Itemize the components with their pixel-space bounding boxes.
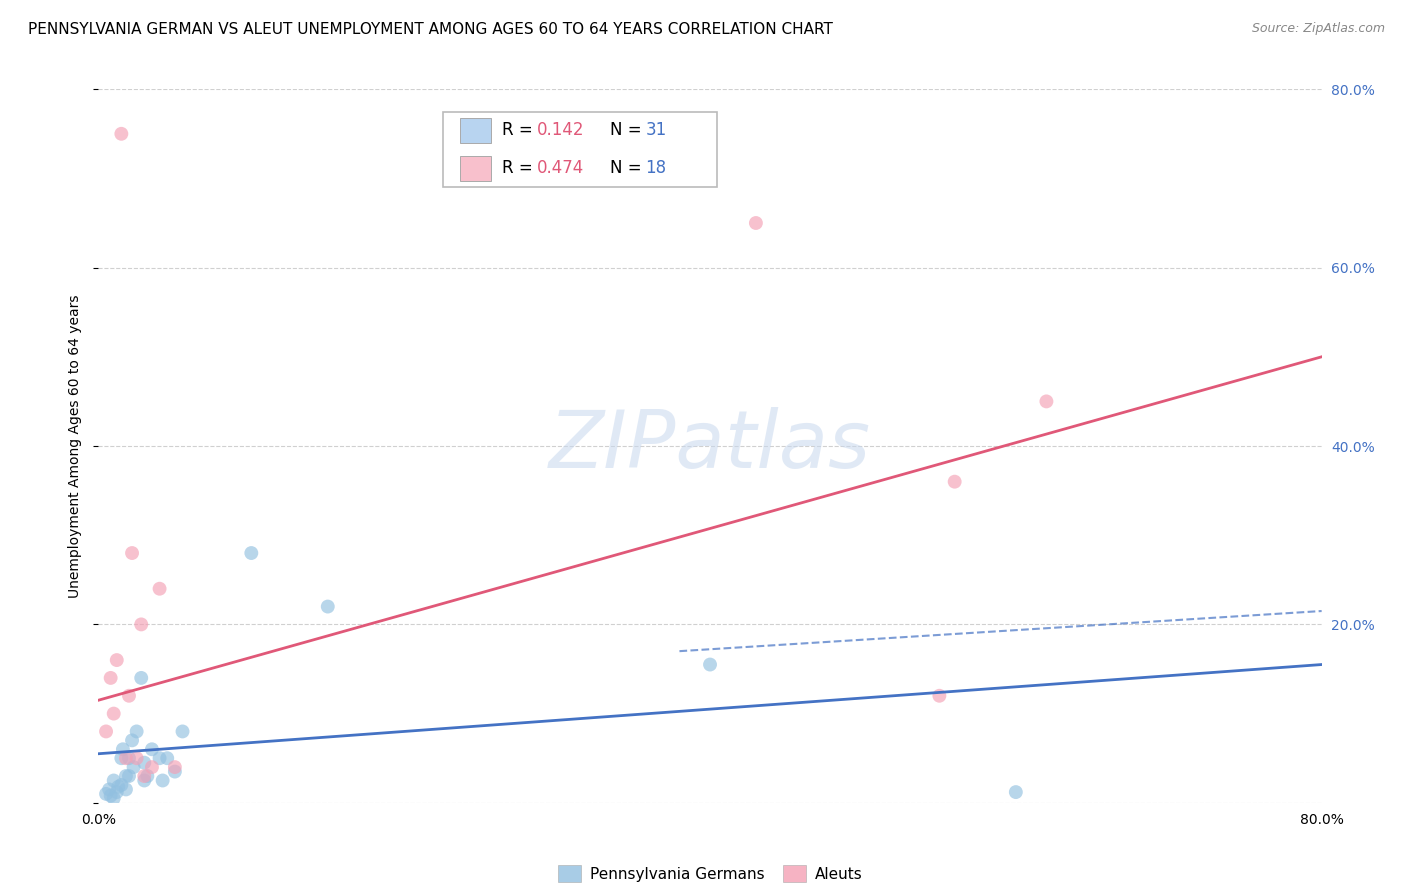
Point — [1004, 785, 1026, 799]
Point — [98, 782, 121, 797]
Point — [103, 706, 125, 721]
Point — [100, 789, 122, 803]
Point — [240, 546, 263, 560]
Point — [141, 760, 163, 774]
Text: R =: R = — [502, 160, 538, 178]
Point — [107, 780, 129, 794]
Point — [103, 791, 125, 805]
Point — [163, 764, 186, 779]
Point — [928, 689, 950, 703]
Point — [134, 773, 156, 788]
Point — [110, 127, 132, 141]
Point — [134, 756, 156, 770]
Text: 31: 31 — [645, 121, 666, 139]
Point — [316, 599, 339, 614]
Point — [125, 724, 148, 739]
Text: PENNSYLVANIA GERMAN VS ALEUT UNEMPLOYMENT AMONG AGES 60 TO 64 YEARS CORRELATION : PENNSYLVANIA GERMAN VS ALEUT UNEMPLOYMEN… — [28, 22, 832, 37]
Point — [136, 769, 159, 783]
Point — [115, 769, 138, 783]
Text: ZIPatlas: ZIPatlas — [548, 407, 872, 485]
Point — [103, 773, 125, 788]
Point — [115, 782, 138, 797]
Point — [149, 582, 172, 596]
Point — [125, 751, 148, 765]
Text: 18: 18 — [645, 160, 666, 178]
Text: 0.142: 0.142 — [537, 121, 585, 139]
Point — [110, 778, 132, 792]
Point — [141, 742, 163, 756]
Point — [121, 733, 143, 747]
Point — [163, 760, 186, 774]
Point — [745, 216, 768, 230]
Point — [129, 671, 152, 685]
Text: Source: ZipAtlas.com: Source: ZipAtlas.com — [1251, 22, 1385, 36]
Point — [111, 742, 134, 756]
Point — [134, 769, 156, 783]
Text: 0.474: 0.474 — [537, 160, 585, 178]
Point — [152, 773, 174, 788]
Point — [115, 751, 138, 765]
Point — [118, 769, 141, 783]
Point — [129, 617, 152, 632]
Point — [1035, 394, 1057, 409]
Point — [118, 751, 141, 765]
Point — [121, 546, 143, 560]
Text: R =: R = — [502, 121, 538, 139]
Point — [172, 724, 194, 739]
Point — [100, 671, 122, 685]
Y-axis label: Unemployment Among Ages 60 to 64 years: Unemployment Among Ages 60 to 64 years — [69, 294, 83, 598]
Point — [699, 657, 721, 672]
Point — [105, 653, 128, 667]
Point — [94, 787, 117, 801]
Point — [118, 689, 141, 703]
Point — [110, 751, 132, 765]
Text: N =: N = — [610, 121, 647, 139]
Point — [94, 724, 117, 739]
Point — [943, 475, 966, 489]
Point — [122, 760, 145, 774]
Point — [149, 751, 172, 765]
Legend: Pennsylvania Germans, Aleuts: Pennsylvania Germans, Aleuts — [551, 859, 869, 888]
Point — [105, 785, 128, 799]
Point — [156, 751, 179, 765]
Text: N =: N = — [610, 160, 647, 178]
